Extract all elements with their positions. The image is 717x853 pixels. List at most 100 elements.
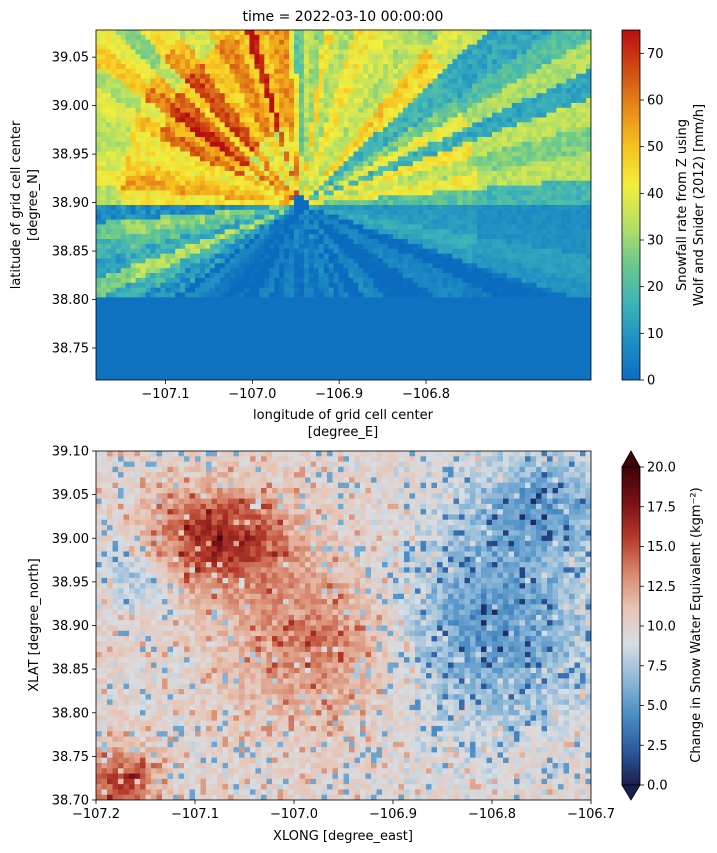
heat-cell <box>120 141 127 148</box>
heat-cell <box>209 166 216 172</box>
heat-cell <box>412 156 419 162</box>
heat-cell <box>417 88 424 94</box>
heat-cell <box>422 185 429 192</box>
heat-cell <box>457 263 463 269</box>
heat-cell <box>269 200 275 206</box>
heat-cell <box>496 34 503 41</box>
heat-cell <box>526 132 533 138</box>
heat-cell <box>96 59 102 65</box>
heat-cell <box>516 102 523 109</box>
heat-cell <box>417 200 424 206</box>
heat-cell <box>125 180 132 187</box>
heat-cell <box>298 224 305 230</box>
heat-cell <box>467 180 473 187</box>
heat-cell <box>452 185 458 192</box>
heat-cell <box>378 102 384 109</box>
heat-cell <box>180 102 186 109</box>
heat-cell <box>328 268 335 274</box>
heat-cell <box>313 156 320 162</box>
heat-cell <box>576 141 582 148</box>
heat-cell <box>224 205 231 211</box>
heat-cell <box>388 122 394 128</box>
heat-cell <box>561 107 567 114</box>
heat-cell <box>284 78 290 85</box>
heat-cell <box>482 156 488 162</box>
heat-cell <box>269 102 275 109</box>
heat-cell <box>229 170 236 177</box>
heat-cell <box>393 39 399 46</box>
heat-cell <box>195 263 201 269</box>
heat-cell <box>541 112 548 119</box>
heat-cell <box>378 166 384 172</box>
heat-cell <box>155 127 161 133</box>
heat-cell <box>536 39 543 46</box>
heat-cell <box>195 68 201 75</box>
heat-cell <box>333 263 340 269</box>
heat-cell <box>219 78 226 85</box>
heat-cell <box>432 127 439 133</box>
heat-cell <box>427 214 434 221</box>
heat-cell <box>501 243 508 250</box>
heat-cell <box>442 248 449 255</box>
heat-cell <box>492 156 498 162</box>
heat-cell <box>338 98 345 104</box>
heat-cell <box>204 98 211 104</box>
heat-cell <box>140 78 147 85</box>
heat-cell <box>501 112 508 119</box>
heat-cell <box>551 224 557 230</box>
heat-cell <box>219 243 226 250</box>
heat-cell <box>254 224 260 230</box>
heat-cell <box>150 78 156 85</box>
heat-cell <box>274 122 280 128</box>
heat-cell <box>214 146 221 153</box>
heat-cell <box>244 166 251 172</box>
heat-cell <box>135 88 142 94</box>
heat-cell <box>576 88 582 94</box>
heat-cell <box>96 161 102 167</box>
heat-cell <box>496 59 503 65</box>
heat-cell <box>269 132 275 138</box>
heat-cell <box>323 107 330 114</box>
heat-cell <box>140 151 147 157</box>
heat-cell <box>487 49 493 55</box>
heat-cell <box>105 224 112 230</box>
heat-cell <box>472 243 478 250</box>
heat-cell <box>100 59 107 65</box>
heat-cell <box>294 268 300 274</box>
heat-cell <box>363 117 369 123</box>
heat-cell <box>289 146 295 153</box>
heat-cell <box>105 146 112 153</box>
heat-cell <box>185 161 191 167</box>
heat-cell <box>393 209 399 216</box>
heat-cell <box>516 263 523 269</box>
heat-cell <box>457 243 463 250</box>
heat-cell <box>556 146 562 153</box>
heat-cell <box>298 229 305 235</box>
heat-cell <box>363 190 369 196</box>
heat-cell <box>195 190 201 196</box>
heat-cell <box>150 214 156 221</box>
heat-cell <box>496 136 503 143</box>
heat-cell <box>388 117 394 123</box>
heat-cell <box>556 185 562 192</box>
heat-cell <box>264 102 270 109</box>
heat-cell <box>105 195 112 201</box>
heat-cell <box>199 200 206 206</box>
heat-cell <box>160 151 166 157</box>
heat-cell <box>209 229 216 235</box>
heat-cell <box>487 146 493 153</box>
heat-cell <box>417 151 424 157</box>
heat-cell <box>462 166 468 172</box>
heat-cell <box>531 54 538 60</box>
heat-cell <box>581 190 587 196</box>
heat-cell <box>556 49 562 55</box>
heat-cell <box>467 98 473 104</box>
heat-cell <box>586 243 591 250</box>
heat-cell <box>110 214 117 221</box>
heat-cell <box>289 93 295 99</box>
heat-cell <box>313 268 320 274</box>
heat-cell <box>150 141 156 148</box>
heat-cell <box>556 93 562 99</box>
heat-cell <box>531 243 538 250</box>
heat-cell <box>363 224 369 230</box>
